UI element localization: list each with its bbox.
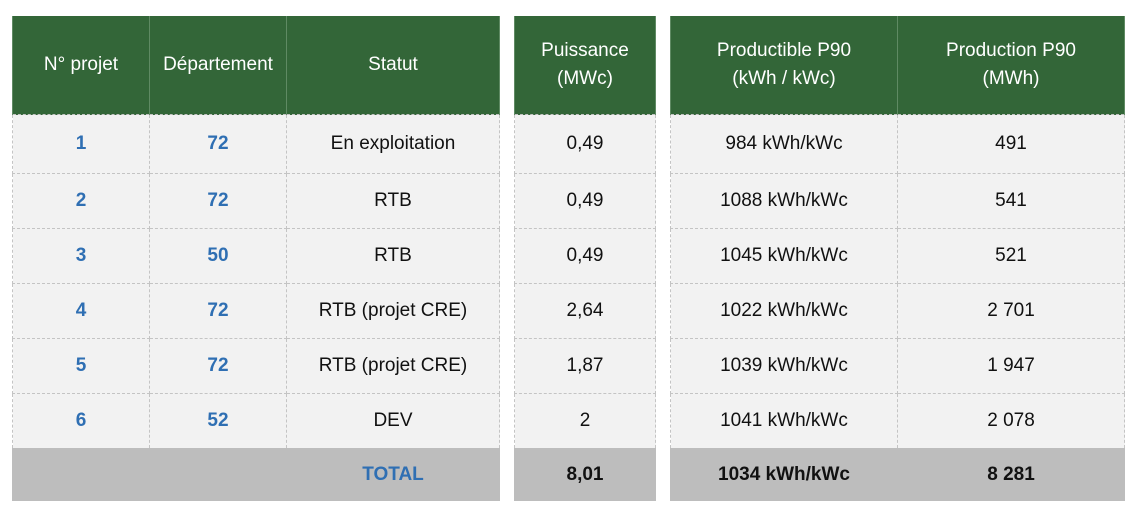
cell-projet: 4 — [12, 283, 150, 339]
cell-departement: 72 — [149, 338, 287, 394]
cell-departement: 50 — [149, 228, 287, 284]
table-row: 1041 kWh/kWc 2 078 — [670, 393, 1125, 449]
table-row: 0,49 — [514, 228, 656, 284]
cell-productible: 984 kWh/kWc — [670, 114, 898, 174]
header-production-line2: (MWh) — [982, 68, 1040, 89]
table-row: 0,49 — [514, 114, 656, 174]
table-row: 1 72 En exploitation — [12, 114, 500, 174]
cell-production: 1 947 — [897, 338, 1125, 394]
header-row: Puissance (MWc) — [514, 16, 656, 115]
header-production: Production P90 (MWh) — [897, 16, 1125, 115]
cell-production: 2 701 — [897, 283, 1125, 339]
cell-statut: En exploitation — [286, 114, 500, 174]
cell-productible: 1045 kWh/kWc — [670, 228, 898, 284]
projects-table-production: Productible P90 (kWh / kWc) Production P… — [670, 16, 1125, 501]
cell-puissance: 2,64 — [514, 283, 656, 339]
total-row: TOTAL — [12, 448, 500, 501]
cell-projet: 2 — [12, 173, 150, 229]
cell-projet: 1 — [12, 114, 150, 174]
cell-statut: RTB — [286, 173, 500, 229]
projects-table-left: N° projet Département Statut 1 72 En exp… — [12, 16, 500, 501]
header-puissance-line1: Puissance — [541, 40, 629, 61]
total-row: 1034 kWh/kWc 8 281 — [670, 448, 1125, 501]
table-row: 1039 kWh/kWc 1 947 — [670, 338, 1125, 394]
table-row: 2,64 — [514, 283, 656, 339]
cell-statut: RTB (projet CRE) — [286, 283, 500, 339]
table-row: 2 72 RTB — [12, 173, 500, 229]
cell-projet: 6 — [12, 393, 150, 449]
header-puissance: Puissance (MWc) — [514, 16, 656, 115]
cell-puissance: 2 — [514, 393, 656, 449]
cell-productible: 1039 kWh/kWc — [670, 338, 898, 394]
header-row: N° projet Département Statut — [12, 16, 500, 115]
table-row: 4 72 RTB (projet CRE) — [12, 283, 500, 339]
table-row: 1045 kWh/kWc 521 — [670, 228, 1125, 284]
table-row: 1,87 — [514, 338, 656, 394]
total-productible: 1034 kWh/kWc — [670, 448, 898, 501]
total-row: 8,01 — [514, 448, 656, 501]
total-label: TOTAL — [286, 448, 500, 501]
cell-productible: 1088 kWh/kWc — [670, 173, 898, 229]
header-production-line1: Production P90 — [946, 40, 1076, 61]
cell-projet: 5 — [12, 338, 150, 394]
header-projet: N° projet — [12, 16, 150, 115]
cell-departement: 52 — [149, 393, 287, 449]
total-empty-cell — [12, 448, 150, 501]
cell-puissance: 0,49 — [514, 173, 656, 229]
header-productible-line1: Productible P90 — [716, 40, 852, 61]
header-productible-line2: (kWh / kWc) — [732, 68, 836, 89]
total-puissance: 8,01 — [514, 448, 656, 501]
cell-production: 2 078 — [897, 393, 1125, 449]
cell-projet: 3 — [12, 228, 150, 284]
cell-productible: 1041 kWh/kWc — [670, 393, 898, 449]
header-productible: Productible P90 (kWh / kWc) — [670, 16, 898, 115]
cell-productible: 1022 kWh/kWc — [670, 283, 898, 339]
header-puissance-line2: (MWc) — [557, 68, 613, 89]
cell-statut: RTB (projet CRE) — [286, 338, 500, 394]
cell-puissance: 0,49 — [514, 228, 656, 284]
cell-production: 521 — [897, 228, 1125, 284]
table-row: 6 52 DEV — [12, 393, 500, 449]
table-row: 5 72 RTB (projet CRE) — [12, 338, 500, 394]
cell-departement: 72 — [149, 283, 287, 339]
table-row: 3 50 RTB — [12, 228, 500, 284]
cell-production: 541 — [897, 173, 1125, 229]
total-empty-cell — [149, 448, 287, 501]
table-row: 1088 kWh/kWc 541 — [670, 173, 1125, 229]
header-departement: Département — [149, 16, 287, 115]
cell-departement: 72 — [149, 114, 287, 174]
table-row: 2 — [514, 393, 656, 449]
cell-departement: 72 — [149, 173, 287, 229]
table-row: 1022 kWh/kWc 2 701 — [670, 283, 1125, 339]
cell-puissance: 1,87 — [514, 338, 656, 394]
table-row: 0,49 — [514, 173, 656, 229]
total-production: 8 281 — [897, 448, 1125, 501]
cell-statut: RTB — [286, 228, 500, 284]
cell-puissance: 0,49 — [514, 114, 656, 174]
cell-production: 491 — [897, 114, 1125, 174]
header-statut: Statut — [286, 16, 500, 115]
table-row: 984 kWh/kWc 491 — [670, 114, 1125, 174]
cell-statut: DEV — [286, 393, 500, 449]
projects-table-puissance: Puissance (MWc) 0,49 0,49 0,49 2,64 1,87… — [514, 16, 656, 501]
header-row: Productible P90 (kWh / kWc) Production P… — [670, 16, 1125, 115]
